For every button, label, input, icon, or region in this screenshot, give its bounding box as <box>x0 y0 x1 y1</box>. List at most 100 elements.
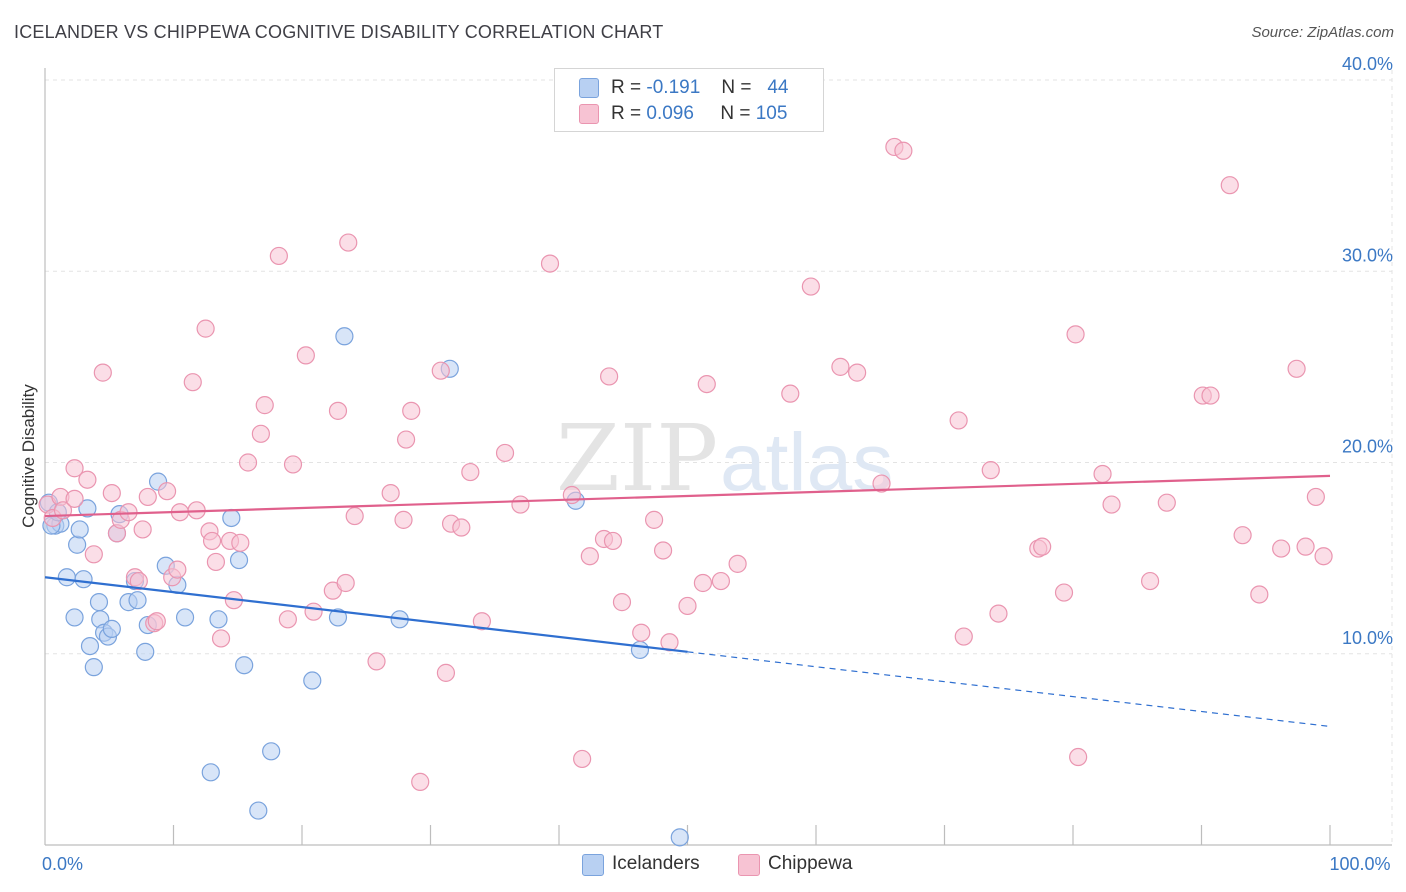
chippewa-point-72[interactable] <box>678 596 697 616</box>
chippewa-point-73[interactable] <box>693 573 713 593</box>
chippewa-point-66[interactable] <box>603 531 623 551</box>
chippewa-point-99[interactable] <box>1220 176 1239 195</box>
icelanders-point-26[interactable] <box>175 608 195 627</box>
chippewa-point-59[interactable] <box>511 495 530 514</box>
icelanders-point-33[interactable] <box>262 742 281 761</box>
chippewa-point-42[interactable] <box>328 401 348 420</box>
chippewa-point-81[interactable] <box>872 474 891 493</box>
icelanders-point-20[interactable] <box>128 591 147 610</box>
chippewa-point-74[interactable] <box>697 374 716 394</box>
chippewa-point-23[interactable] <box>183 373 202 392</box>
icelanders-point-8[interactable] <box>78 499 97 518</box>
icelanders-point-21[interactable] <box>136 642 155 661</box>
chippewa-point-105[interactable] <box>1314 547 1333 566</box>
chippewa-point-92[interactable] <box>1069 747 1088 767</box>
chippewa-point-106[interactable] <box>1306 487 1325 507</box>
chippewa-point-44[interactable] <box>339 233 358 252</box>
chippewa-point-25[interactable] <box>196 319 215 338</box>
chippewa-point-51[interactable] <box>411 772 430 791</box>
icelanders-point-40[interactable] <box>630 640 650 660</box>
chippewa-point-43[interactable] <box>336 573 355 593</box>
chippewa-point-90[interactable] <box>1054 583 1074 602</box>
chippewa-point-94[interactable] <box>1102 495 1121 514</box>
chippewa-point-75[interactable] <box>711 571 731 591</box>
chippewa-point-35[interactable] <box>255 396 274 415</box>
icelanders-point-29[interactable] <box>222 508 241 528</box>
chippewa-point-6[interactable] <box>78 470 97 489</box>
chippewa-point-14[interactable] <box>129 571 148 591</box>
chippewa-point-84[interactable] <box>949 411 968 430</box>
chippewa-point-63[interactable] <box>580 547 599 566</box>
chippewa-point-85[interactable] <box>954 627 973 646</box>
icelanders-point-6[interactable] <box>70 520 89 539</box>
chippewa-point-40[interactable] <box>304 602 323 621</box>
icelanders-point-10[interactable] <box>84 658 103 677</box>
chippewa-point-9[interactable] <box>102 484 121 503</box>
icelanders-point-3[interactable] <box>57 568 76 587</box>
chippewa-point-29[interactable] <box>211 629 231 648</box>
chippewa-point-18[interactable] <box>147 612 166 631</box>
chippewa-point-37[interactable] <box>278 610 297 629</box>
icelanders-point-11[interactable] <box>89 593 109 612</box>
chippewa-point-103[interactable] <box>1287 359 1306 378</box>
icelanders-point-7[interactable] <box>74 570 93 589</box>
chippewa-point-38[interactable] <box>283 455 303 474</box>
chippewa-point-56[interactable] <box>461 462 480 482</box>
chippewa-point-67[interactable] <box>612 593 632 612</box>
chippewa-point-58[interactable] <box>495 443 515 463</box>
chippewa-point-19[interactable] <box>157 482 177 501</box>
chippewa-point-100[interactable] <box>1233 526 1252 545</box>
chippewa-point-53[interactable] <box>436 663 456 682</box>
icelanders-point-15[interactable] <box>102 619 121 638</box>
chippewa-point-57[interactable] <box>472 612 491 631</box>
chippewa-point-36[interactable] <box>269 246 288 266</box>
chippewa-point-34[interactable] <box>251 424 270 443</box>
chippewa-point-69[interactable] <box>644 510 664 529</box>
chippewa-point-102[interactable] <box>1272 539 1291 558</box>
chippewa-point-62[interactable] <box>573 749 592 769</box>
chippewa-point-104[interactable] <box>1296 537 1315 556</box>
icelanders-point-41[interactable] <box>670 828 689 847</box>
chippewa-point-76[interactable] <box>728 554 747 573</box>
chippewa-point-28[interactable] <box>206 552 226 572</box>
chippewa-point-21[interactable] <box>168 560 187 579</box>
icelanders-point-5[interactable] <box>68 535 87 554</box>
chippewa-point-86[interactable] <box>981 461 1000 480</box>
chippewa-point-89[interactable] <box>1033 537 1052 556</box>
chippewa-point-87[interactable] <box>989 604 1008 623</box>
chippewa-point-48[interactable] <box>394 510 413 529</box>
chippewa-point-79[interactable] <box>831 357 850 376</box>
chippewa-point-49[interactable] <box>396 430 416 449</box>
chippewa-point-15[interactable] <box>133 520 152 539</box>
chippewa-point-27[interactable] <box>202 531 222 551</box>
chippewa-point-98[interactable] <box>1201 386 1220 405</box>
chippewa-point-33[interactable] <box>238 453 258 472</box>
icelanders-point-34[interactable] <box>303 671 322 690</box>
chippewa-point-7[interactable] <box>84 545 103 564</box>
chippewa-point-65[interactable] <box>600 367 619 386</box>
chippewa-point-5[interactable] <box>65 459 84 478</box>
chippewa-point-61[interactable] <box>562 485 581 505</box>
icelanders-point-28[interactable] <box>209 610 228 629</box>
icelanders-point-4[interactable] <box>65 608 84 627</box>
chippewa-point-50[interactable] <box>402 401 421 420</box>
chippewa-point-68[interactable] <box>632 623 651 642</box>
chippewa-point-46[interactable] <box>367 652 386 671</box>
chippewa-point-78[interactable] <box>801 277 820 296</box>
icelanders-point-27[interactable] <box>201 763 220 782</box>
chippewa-point-93[interactable] <box>1093 464 1112 484</box>
icelanders-point-32[interactable] <box>249 801 268 820</box>
chippewa-point-95[interactable] <box>1140 571 1160 591</box>
chippewa-point-96[interactable] <box>1157 493 1176 512</box>
icelanders-point-36[interactable] <box>335 327 354 346</box>
chippewa-point-60[interactable] <box>540 254 560 273</box>
chippewa-point-52[interactable] <box>431 361 450 380</box>
chippewa-point-4[interactable] <box>65 489 84 508</box>
chippewa-point-77[interactable] <box>781 384 800 403</box>
chippewa-point-80[interactable] <box>848 363 867 382</box>
chippewa-point-70[interactable] <box>653 541 673 560</box>
chippewa-point-45[interactable] <box>345 506 364 526</box>
chippewa-point-8[interactable] <box>93 363 112 382</box>
chippewa-point-16[interactable] <box>138 487 157 507</box>
icelanders-point-9[interactable] <box>80 636 100 656</box>
